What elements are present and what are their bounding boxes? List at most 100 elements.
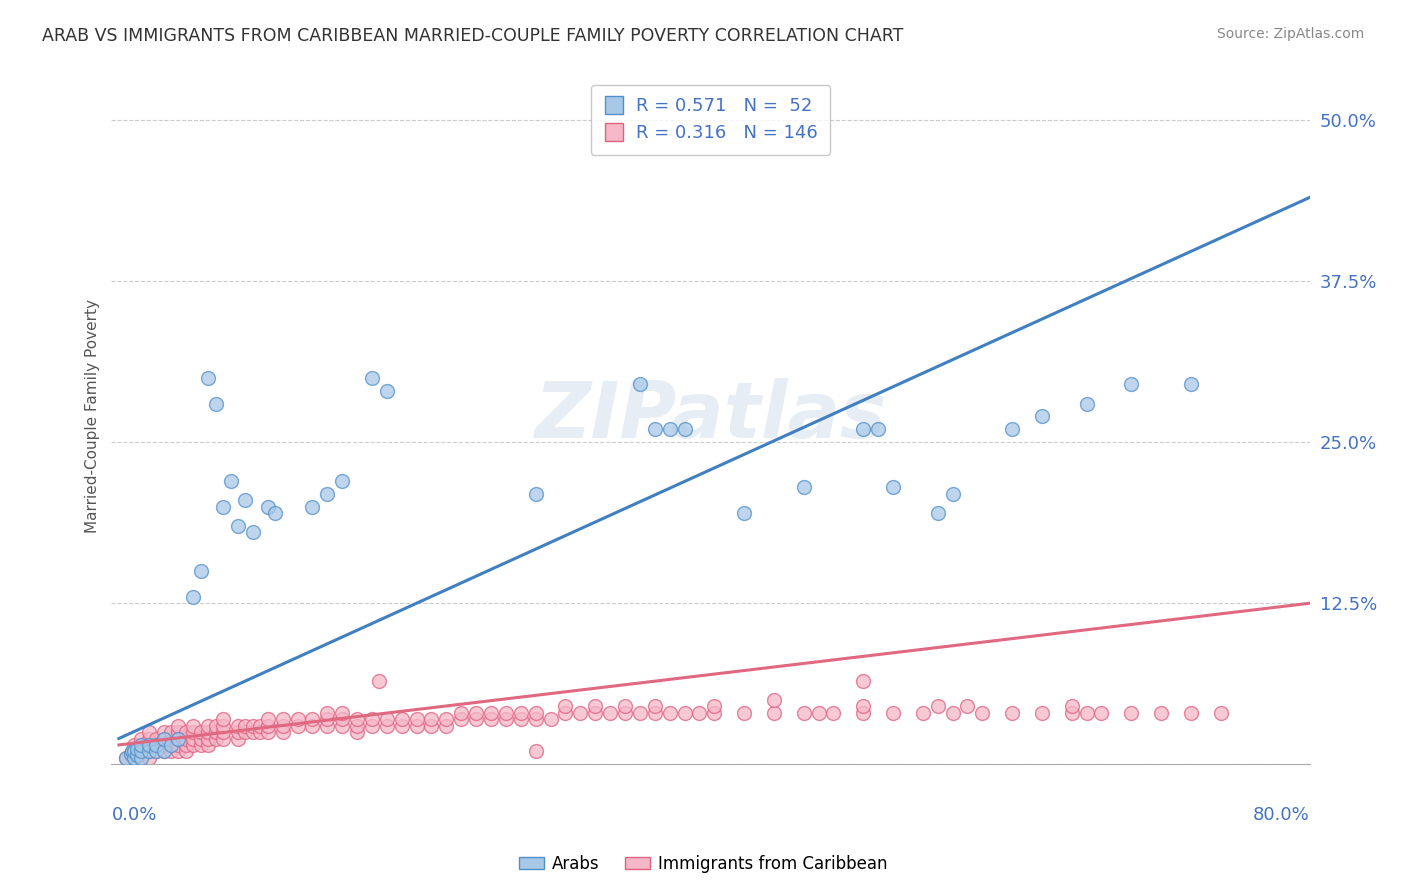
Point xyxy=(212,718,235,732)
Point xyxy=(271,725,294,739)
Point xyxy=(1060,699,1083,714)
Point xyxy=(673,422,696,436)
Point xyxy=(644,699,666,714)
Point xyxy=(479,712,502,726)
Point xyxy=(316,712,339,726)
Point xyxy=(204,731,226,746)
Point xyxy=(145,744,167,758)
Point xyxy=(204,396,226,410)
Point xyxy=(287,712,309,726)
Point xyxy=(167,731,190,746)
Point xyxy=(129,751,152,765)
Point xyxy=(673,706,696,720)
Point xyxy=(941,486,963,500)
Point xyxy=(226,725,249,739)
Legend: R = 0.571   N =  52, R = 0.316   N = 146: R = 0.571 N = 52, R = 0.316 N = 146 xyxy=(591,85,831,155)
Point xyxy=(212,731,235,746)
Point xyxy=(152,731,174,746)
Point xyxy=(450,712,472,726)
Point xyxy=(524,486,547,500)
Point xyxy=(174,725,197,739)
Point xyxy=(1031,409,1053,424)
Point xyxy=(197,738,219,752)
Point xyxy=(120,747,142,761)
Point xyxy=(160,731,183,746)
Point xyxy=(264,506,287,520)
Point xyxy=(479,706,502,720)
Point xyxy=(375,384,398,398)
Point xyxy=(152,744,174,758)
Point xyxy=(1209,706,1232,720)
Point xyxy=(212,500,235,514)
Point xyxy=(540,712,562,726)
Point xyxy=(658,706,681,720)
Point xyxy=(316,706,339,720)
Point xyxy=(628,377,651,392)
Point xyxy=(174,731,197,746)
Point xyxy=(807,706,830,720)
Point xyxy=(190,731,212,746)
Point xyxy=(256,718,278,732)
Point xyxy=(249,718,271,732)
Point xyxy=(569,706,592,720)
Point xyxy=(167,725,190,739)
Point xyxy=(125,741,148,756)
Point xyxy=(852,673,875,688)
Point xyxy=(197,725,219,739)
Point xyxy=(524,706,547,720)
Point xyxy=(235,725,257,739)
Point xyxy=(361,712,384,726)
Point xyxy=(301,712,323,726)
Point xyxy=(197,370,219,384)
Point xyxy=(972,706,994,720)
Point xyxy=(368,673,391,688)
Point xyxy=(174,738,197,752)
Point xyxy=(122,738,145,752)
Point xyxy=(174,744,197,758)
Point xyxy=(495,712,517,726)
Point xyxy=(346,725,368,739)
Point xyxy=(181,590,204,604)
Point xyxy=(346,718,368,732)
Point xyxy=(465,712,488,726)
Point xyxy=(167,731,190,746)
Point xyxy=(138,744,160,758)
Point xyxy=(226,731,249,746)
Point xyxy=(1180,377,1202,392)
Point xyxy=(122,744,145,758)
Point xyxy=(226,519,249,533)
Point xyxy=(152,738,174,752)
Point xyxy=(190,725,212,739)
Point xyxy=(316,718,339,732)
Point xyxy=(152,725,174,739)
Point xyxy=(703,699,725,714)
Point xyxy=(420,712,443,726)
Point xyxy=(121,744,143,758)
Point xyxy=(733,506,755,520)
Text: Source: ZipAtlas.com: Source: ZipAtlas.com xyxy=(1216,27,1364,41)
Point xyxy=(911,706,934,720)
Point xyxy=(554,706,576,720)
Point xyxy=(762,693,785,707)
Point xyxy=(956,699,979,714)
Point xyxy=(852,422,875,436)
Legend: Arabs, Immigrants from Caribbean: Arabs, Immigrants from Caribbean xyxy=(512,848,894,880)
Point xyxy=(1001,422,1024,436)
Point xyxy=(160,738,183,752)
Point xyxy=(882,706,904,720)
Point xyxy=(122,751,145,765)
Point xyxy=(941,706,963,720)
Point xyxy=(658,422,681,436)
Point xyxy=(1001,706,1024,720)
Point xyxy=(138,738,160,752)
Point xyxy=(583,706,606,720)
Point xyxy=(599,706,621,720)
Point xyxy=(235,718,257,732)
Point xyxy=(181,731,204,746)
Point xyxy=(242,725,264,739)
Point xyxy=(524,712,547,726)
Point xyxy=(160,744,183,758)
Point xyxy=(235,493,257,508)
Point xyxy=(391,712,413,726)
Point xyxy=(301,718,323,732)
